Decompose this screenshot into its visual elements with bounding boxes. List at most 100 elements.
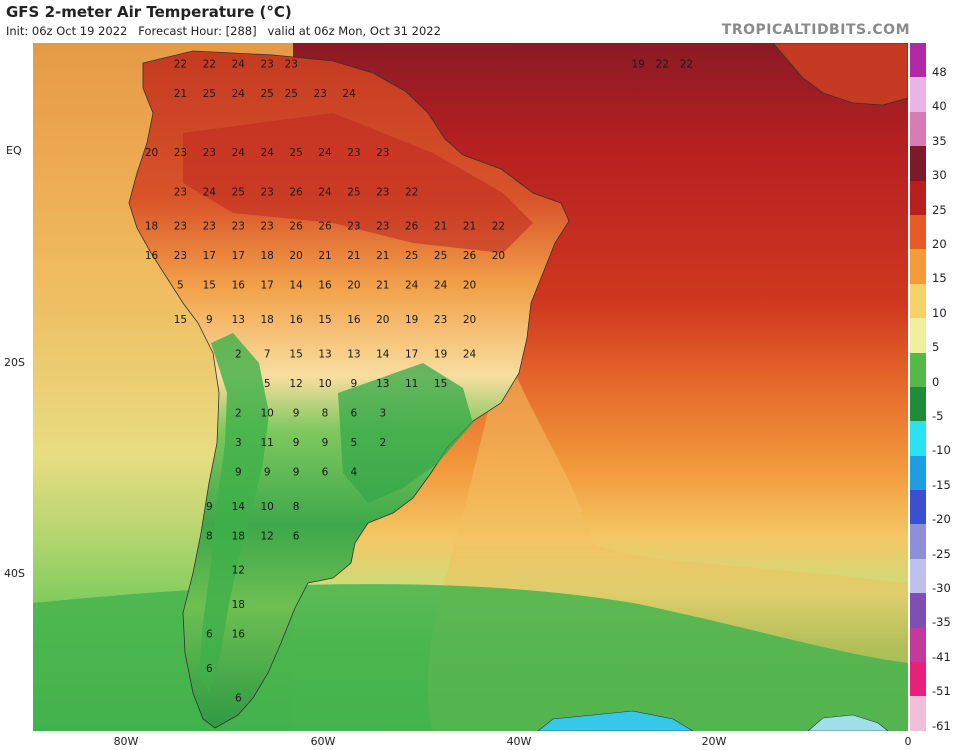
colorbar-segment-3 <box>910 146 926 181</box>
station-value-28: 23 <box>376 186 389 198</box>
station-value-34: 23 <box>261 221 274 233</box>
lon-label-0: 0 <box>904 735 912 748</box>
antarctic-peninsula <box>537 710 694 731</box>
colorbar-segment-15 <box>910 558 926 594</box>
colorbar-segment-9 <box>910 352 926 387</box>
station-value-37: 23 <box>347 221 360 233</box>
station-value-8: 25 <box>261 88 274 100</box>
station-value-4: 23 <box>285 59 298 71</box>
station-value-127: 22 <box>680 59 693 71</box>
station-value-116: 18 <box>232 530 245 542</box>
colorbar-segment-14 <box>910 524 926 559</box>
station-value-118: 6 <box>293 530 300 542</box>
station-value-109: 6 <box>322 467 329 479</box>
lon-label-20w: 20W <box>701 735 727 748</box>
colorbar-label-17: -41 <box>932 649 951 664</box>
colorbar-label-4: 25 <box>932 202 947 217</box>
station-value-40: 21 <box>434 221 447 233</box>
station-value-66: 20 <box>463 280 476 292</box>
colorbar-label-8: 5 <box>932 340 940 355</box>
station-value-12: 20 <box>145 147 158 159</box>
station-value-63: 21 <box>376 280 389 292</box>
colorbar-segment-19 <box>910 696 926 731</box>
colorbar-segment-1 <box>910 77 926 112</box>
station-value-25: 26 <box>289 186 303 198</box>
station-value-19: 23 <box>347 147 360 159</box>
station-value-92: 11 <box>405 378 418 390</box>
colorbar-label-16: -35 <box>932 615 951 630</box>
station-value-27: 25 <box>347 186 360 198</box>
temperature-colorbar <box>910 43 926 731</box>
south-georgia-ice <box>807 714 889 731</box>
station-value-110: 4 <box>351 467 358 479</box>
station-value-42: 22 <box>492 221 505 233</box>
station-value-95: 10 <box>261 408 274 420</box>
station-value-96: 9 <box>293 408 300 420</box>
colorbar-label-14: -25 <box>932 546 951 561</box>
station-value-36: 26 <box>318 221 332 233</box>
andes-cold-strip <box>199 333 269 693</box>
station-value-16: 24 <box>261 147 275 159</box>
station-value-80: 15 <box>289 349 302 361</box>
station-value-48: 20 <box>289 250 302 262</box>
station-value-51: 21 <box>376 250 389 262</box>
station-value-99: 3 <box>379 408 386 420</box>
station-value-112: 14 <box>232 501 246 513</box>
station-value-77: 20 <box>463 314 476 326</box>
station-value-52: 25 <box>405 250 418 262</box>
colorbar-segment-6 <box>910 249 926 284</box>
station-value-50: 21 <box>347 250 360 262</box>
station-value-122: 16 <box>232 629 246 641</box>
station-value-9: 25 <box>285 88 298 100</box>
lon-label-40w: 40W <box>506 735 532 748</box>
station-value-113: 10 <box>261 501 274 513</box>
station-value-111: 9 <box>206 501 213 513</box>
station-value-62: 20 <box>347 280 360 292</box>
amazon-hot-core <box>183 113 533 253</box>
station-value-14: 23 <box>203 147 216 159</box>
station-value-41: 21 <box>463 221 476 233</box>
station-value-117: 12 <box>261 530 274 542</box>
colorbar-label-5: 20 <box>932 237 947 251</box>
colorbar-segment-0 <box>910 43 926 78</box>
station-value-114: 8 <box>293 501 300 513</box>
colorbar-segment-2 <box>910 111 926 147</box>
station-value-78: 2 <box>235 349 242 361</box>
station-value-31: 23 <box>174 221 187 233</box>
station-value-68: 9 <box>206 314 213 326</box>
station-value-18: 24 <box>318 147 332 159</box>
colorbar-segment-4 <box>910 180 926 215</box>
station-value-47: 18 <box>261 250 274 262</box>
colorbar-segment-8 <box>910 318 926 353</box>
station-value-102: 9 <box>293 437 300 449</box>
colorbar-label-10: -5 <box>932 409 944 423</box>
colorbar-label-1: 40 <box>932 99 947 114</box>
station-value-74: 20 <box>376 314 389 326</box>
station-value-88: 12 <box>289 378 302 390</box>
station-value-73: 16 <box>347 314 361 326</box>
station-value-13: 23 <box>174 147 187 159</box>
station-value-64: 24 <box>405 280 419 292</box>
station-value-57: 15 <box>203 280 216 292</box>
map-title: GFS 2-meter Air Temperature (°C) <box>6 3 292 21</box>
lon-label-60w: 60W <box>310 735 336 748</box>
station-value-67: 15 <box>174 314 187 326</box>
station-value-29: 22 <box>405 186 418 198</box>
station-value-90: 9 <box>351 378 358 390</box>
station-value-126: 22 <box>656 59 669 71</box>
station-value-54: 26 <box>463 250 477 262</box>
station-value-71: 16 <box>289 314 303 326</box>
lat-label-20s: 20S <box>4 356 25 369</box>
station-value-20: 23 <box>376 147 389 159</box>
station-value-33: 23 <box>232 221 245 233</box>
station-value-38: 23 <box>376 221 389 233</box>
colorbar-label-12: -15 <box>932 477 951 492</box>
colorbar-segment-17 <box>910 627 926 663</box>
station-value-104: 5 <box>351 437 358 449</box>
station-value-124: 6 <box>235 693 242 705</box>
colorbar-label-19: -61 <box>932 718 951 733</box>
colorbar-segment-11 <box>910 421 926 456</box>
station-value-125: 19 <box>632 59 645 71</box>
station-value-105: 2 <box>379 437 386 449</box>
colorbar-label-18: -51 <box>932 684 951 699</box>
